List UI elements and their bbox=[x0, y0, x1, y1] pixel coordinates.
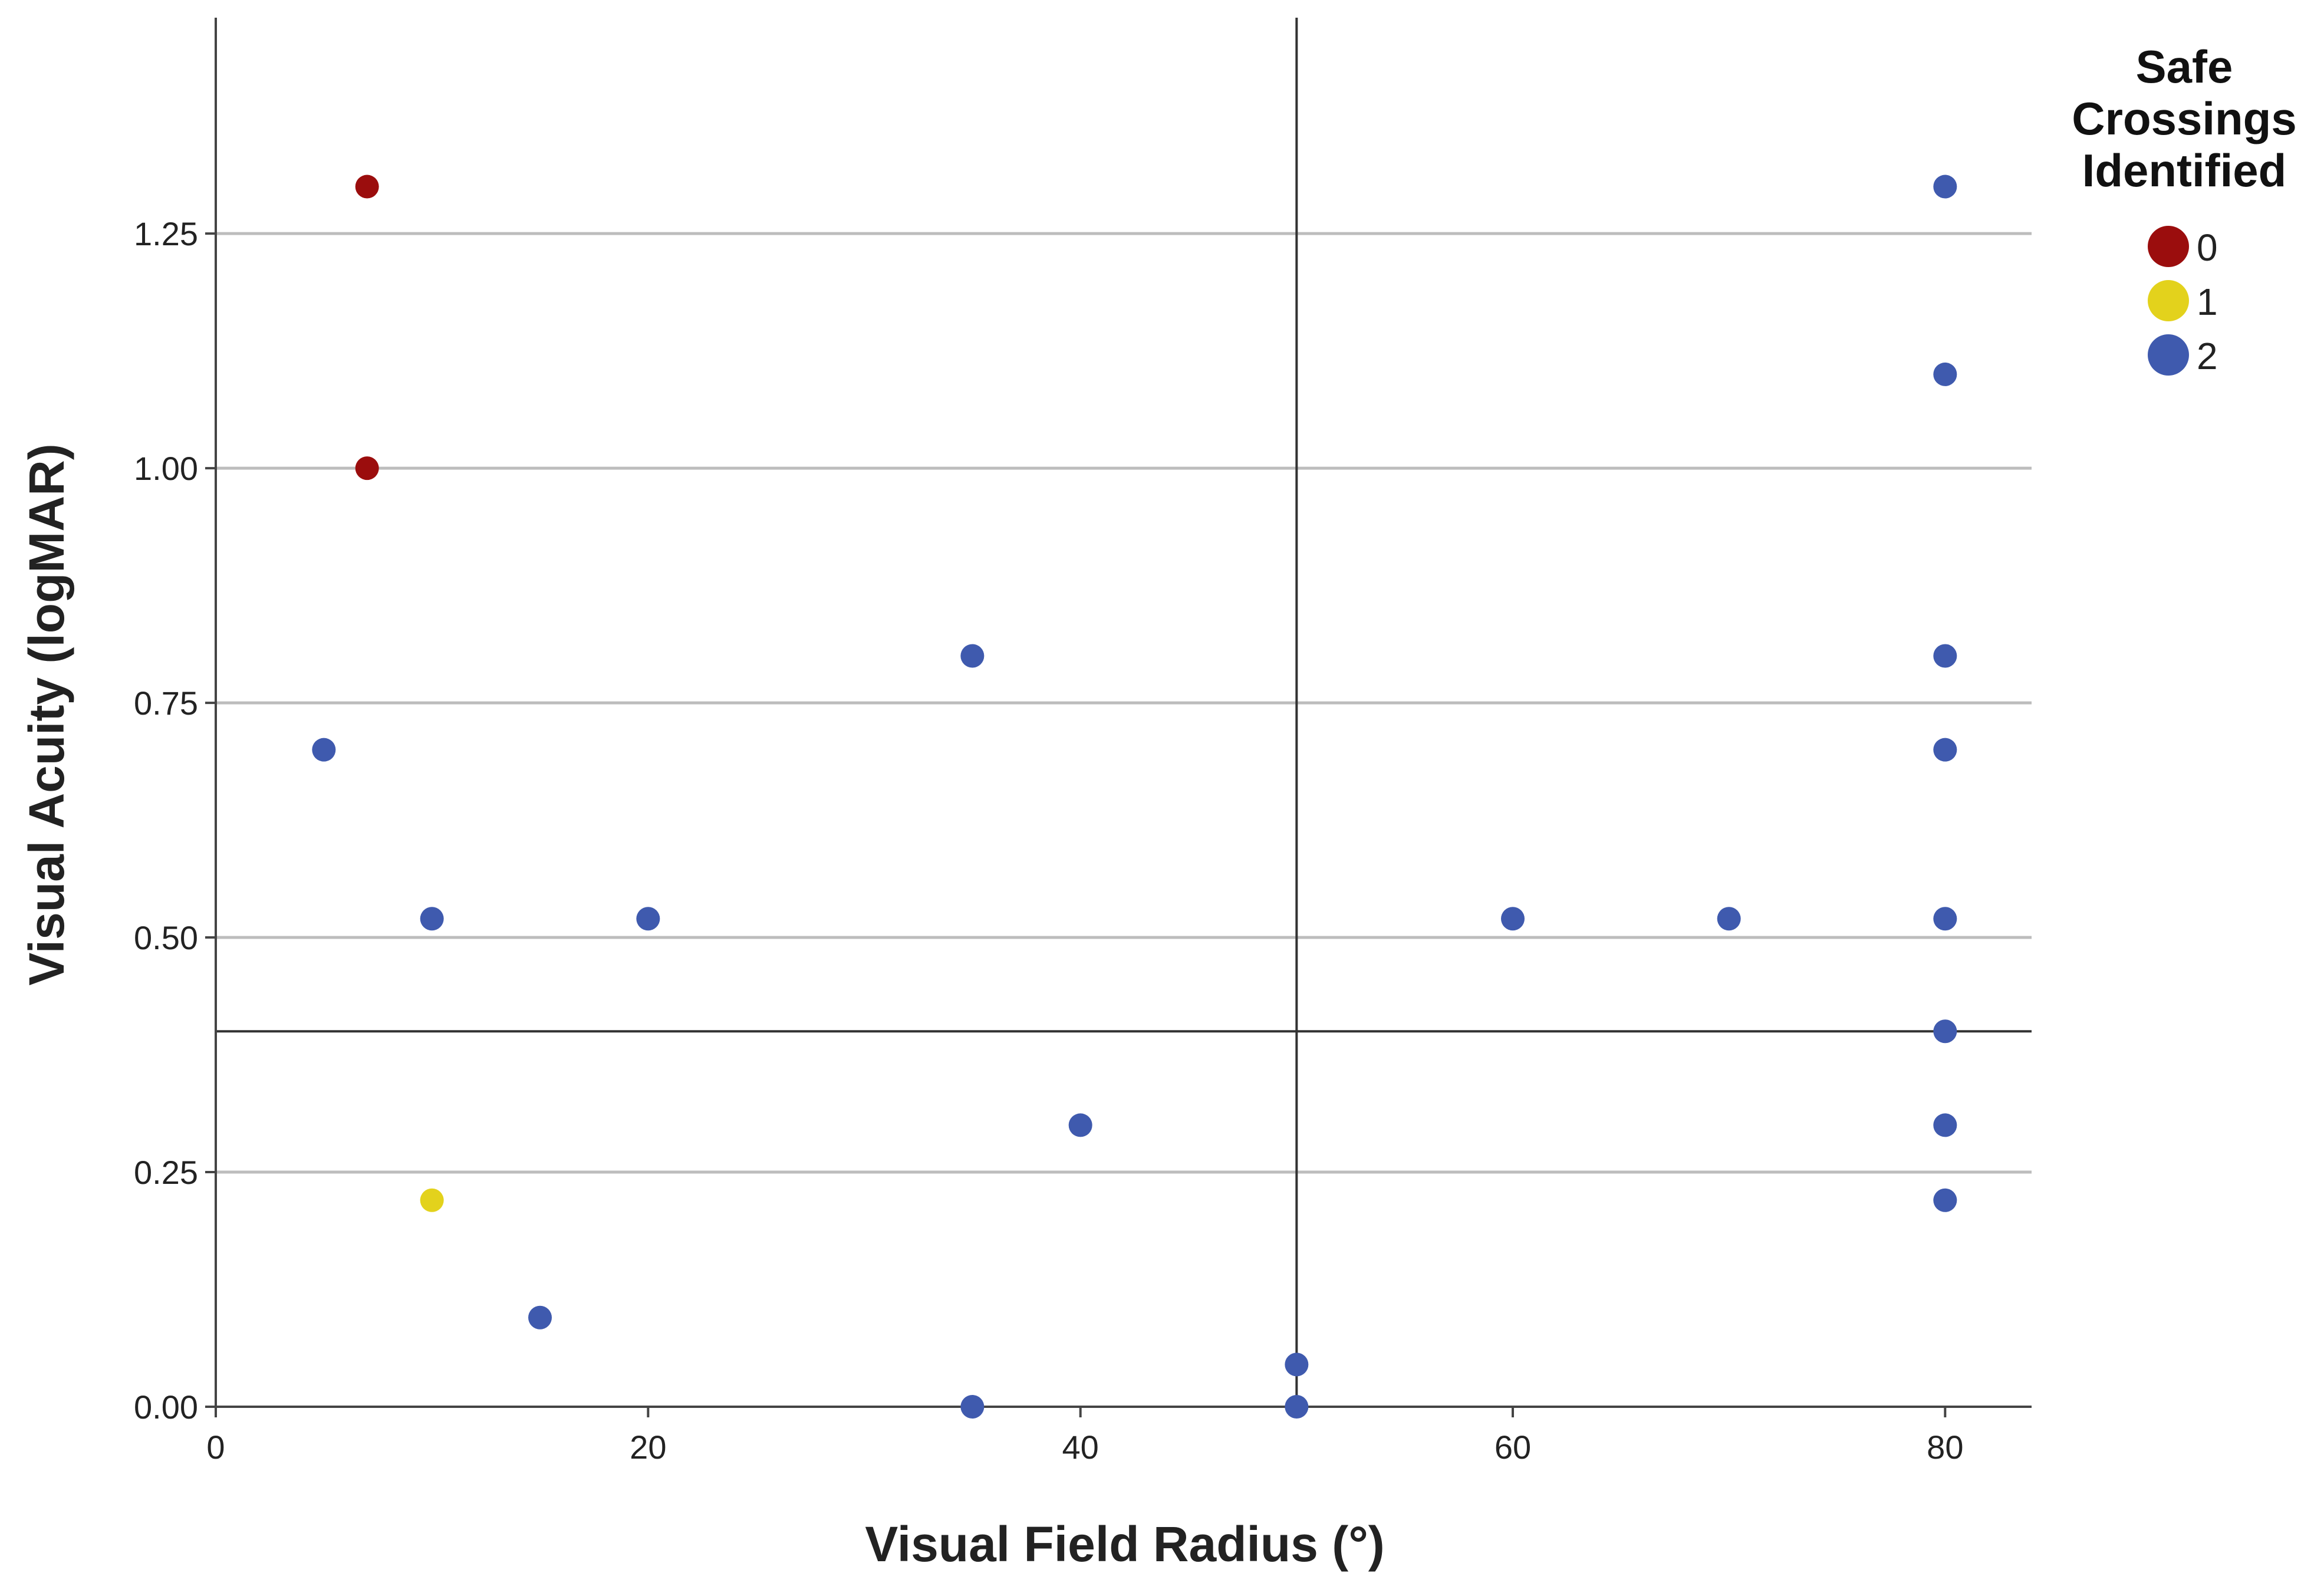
data-point-series-2 bbox=[1933, 907, 1957, 931]
legend-label: 2 bbox=[2197, 335, 2218, 377]
data-point-series-2 bbox=[1933, 1188, 1957, 1212]
y-axis-title: Visual Acuity (logMAR) bbox=[19, 443, 74, 985]
x-tick-label: 40 bbox=[1062, 1429, 1099, 1466]
y-tick-label: 1.00 bbox=[134, 450, 198, 487]
legend-title: Identified bbox=[2082, 144, 2287, 196]
axes bbox=[205, 18, 2032, 1417]
data-point-series-0 bbox=[355, 456, 379, 481]
reference-lines bbox=[216, 18, 2032, 1407]
legend-marker-series-2 bbox=[2148, 334, 2189, 376]
legend-marker-series-1 bbox=[2148, 280, 2189, 321]
data-point-series-2 bbox=[1068, 1113, 1092, 1137]
data-point-series-2 bbox=[1933, 1019, 1957, 1044]
y-tick-label: 0.50 bbox=[134, 919, 198, 956]
x-axis-title: Visual Field Radius (°) bbox=[865, 1516, 1385, 1572]
legend-marker-series-0 bbox=[2148, 226, 2189, 267]
y-tick-label: 0.25 bbox=[134, 1154, 198, 1191]
legend-label: 1 bbox=[2197, 281, 2218, 323]
y-tick-label: 0.00 bbox=[134, 1388, 198, 1426]
legend-title: Safe bbox=[2136, 41, 2233, 93]
data-point-series-1 bbox=[420, 1188, 444, 1212]
tick-labels: 0.00 0.25 0.50 0.75 1.00 1.25 0 20 40 60 80 bbox=[134, 215, 1963, 1466]
data-point-series-2 bbox=[1933, 738, 1957, 762]
data-point-series-2 bbox=[1285, 1395, 1309, 1419]
data-point-series-2 bbox=[960, 1395, 985, 1419]
data-point-series-2 bbox=[960, 644, 985, 668]
data-point-series-2 bbox=[1717, 907, 1741, 931]
data-point-series-2 bbox=[1933, 175, 1957, 199]
legend-title: Crossings bbox=[2072, 93, 2296, 144]
data-point-series-2 bbox=[420, 907, 444, 931]
data-point-series-2 bbox=[1933, 644, 1957, 668]
gridlines bbox=[216, 232, 2032, 1174]
x-tick-label: 0 bbox=[206, 1429, 225, 1466]
x-tick-label: 60 bbox=[1495, 1429, 1531, 1466]
data-point-series-2 bbox=[1501, 907, 1525, 931]
data-point-series-2 bbox=[1933, 362, 1957, 386]
data-point-series-2 bbox=[1285, 1353, 1309, 1377]
legend-label: 0 bbox=[2197, 226, 2218, 269]
x-tick-label: 20 bbox=[630, 1429, 666, 1466]
data-point-series-2 bbox=[636, 907, 660, 931]
data-point-series-2 bbox=[528, 1305, 552, 1330]
y-tick-label: 0.75 bbox=[134, 685, 198, 722]
data-point-series-0 bbox=[355, 175, 379, 199]
data-point-series-2 bbox=[312, 738, 336, 762]
data-points bbox=[312, 175, 1957, 1419]
data-point-series-2 bbox=[1933, 1113, 1957, 1137]
x-tick-label: 80 bbox=[1927, 1429, 1963, 1466]
y-tick-label: 1.25 bbox=[134, 215, 198, 252]
